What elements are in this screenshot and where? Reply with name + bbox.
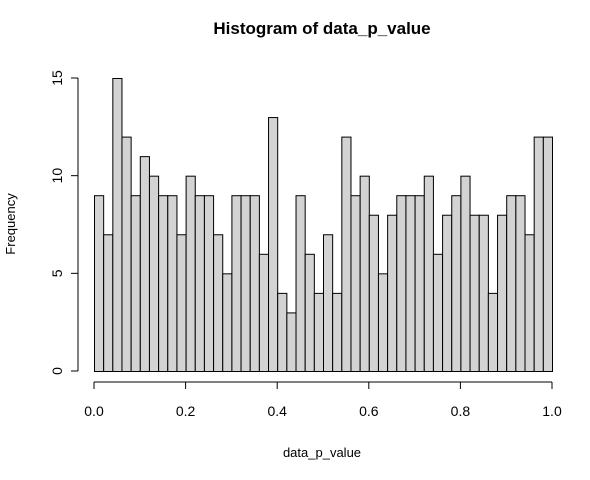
- histogram-bar: [295, 195, 306, 372]
- x-tick-label: 0.6: [359, 403, 379, 419]
- bars-group: [94, 78, 554, 372]
- x-axis: 0.0 0.2 0.4 0.6 0.8 1.0: [84, 381, 562, 419]
- histogram-bar: [240, 195, 251, 372]
- histogram-bar: [542, 136, 554, 372]
- histogram-bar: [423, 175, 434, 372]
- histogram-bar: [497, 214, 508, 372]
- histogram-bar: [277, 292, 288, 372]
- histogram-bar: [478, 214, 489, 372]
- histogram-bar: [213, 234, 224, 372]
- histogram-bar: [341, 136, 352, 372]
- histogram-bar: [451, 195, 462, 372]
- histogram-bar: [286, 312, 297, 372]
- histogram-bar: [515, 195, 526, 372]
- histogram-bar: [405, 195, 416, 372]
- histogram-bar: [185, 175, 196, 372]
- histogram-bar: [533, 136, 544, 372]
- chart-title: Histogram of data_p_value: [213, 19, 430, 38]
- histogram-bar: [103, 234, 114, 372]
- histogram-bar: [203, 195, 215, 372]
- histogram-bar: [414, 195, 425, 372]
- histogram-bar: [432, 253, 444, 372]
- histogram-bar: [167, 195, 178, 372]
- histogram-bar: [332, 292, 343, 372]
- histogram-bar: [222, 273, 233, 372]
- x-tick-label: 1.0: [542, 403, 562, 419]
- histogram-bar: [121, 136, 132, 372]
- histogram-bar: [258, 253, 270, 372]
- y-axis-label: Frequency: [3, 193, 18, 255]
- histogram-bar: [249, 195, 260, 372]
- histogram-bar: [350, 195, 361, 372]
- y-axis: 0 5 10 15: [49, 70, 79, 375]
- histogram-bar: [130, 195, 141, 372]
- y-tick-label: 15: [49, 70, 65, 86]
- histogram-bar: [268, 117, 279, 372]
- y-tick-label: 5: [49, 269, 65, 277]
- histogram-bar: [304, 253, 315, 372]
- histogram-bar: [148, 175, 160, 372]
- histogram-bar: [368, 214, 379, 372]
- histogram-bar: [442, 214, 453, 372]
- histogram-bar: [158, 195, 169, 372]
- histogram-bar: [94, 195, 105, 372]
- histogram-bar: [506, 195, 517, 372]
- histogram-bar: [396, 195, 407, 372]
- x-tick-label: 0.4: [267, 403, 287, 419]
- histogram-bar: [524, 234, 535, 372]
- histogram-bar: [387, 214, 398, 372]
- x-tick-label: 0.0: [84, 403, 104, 419]
- histogram-bar: [112, 78, 123, 372]
- histogram-bar: [313, 292, 324, 372]
- histogram-bar: [487, 292, 499, 372]
- x-axis-label: data_p_value: [283, 445, 361, 460]
- x-tick-label: 0.2: [176, 403, 196, 419]
- histogram-bar: [460, 175, 471, 372]
- histogram-bar: [377, 273, 389, 372]
- histogram-bar: [139, 156, 150, 372]
- histogram-bar: [359, 175, 370, 372]
- y-tick-label: 10: [49, 168, 65, 184]
- histogram-bar: [469, 214, 480, 372]
- histogram-bar: [176, 234, 187, 372]
- x-tick-label: 0.8: [451, 403, 471, 419]
- y-tick-label: 0: [49, 367, 65, 375]
- histogram-bar: [231, 195, 242, 372]
- histogram-bar: [194, 195, 205, 372]
- histogram-bar: [323, 234, 334, 372]
